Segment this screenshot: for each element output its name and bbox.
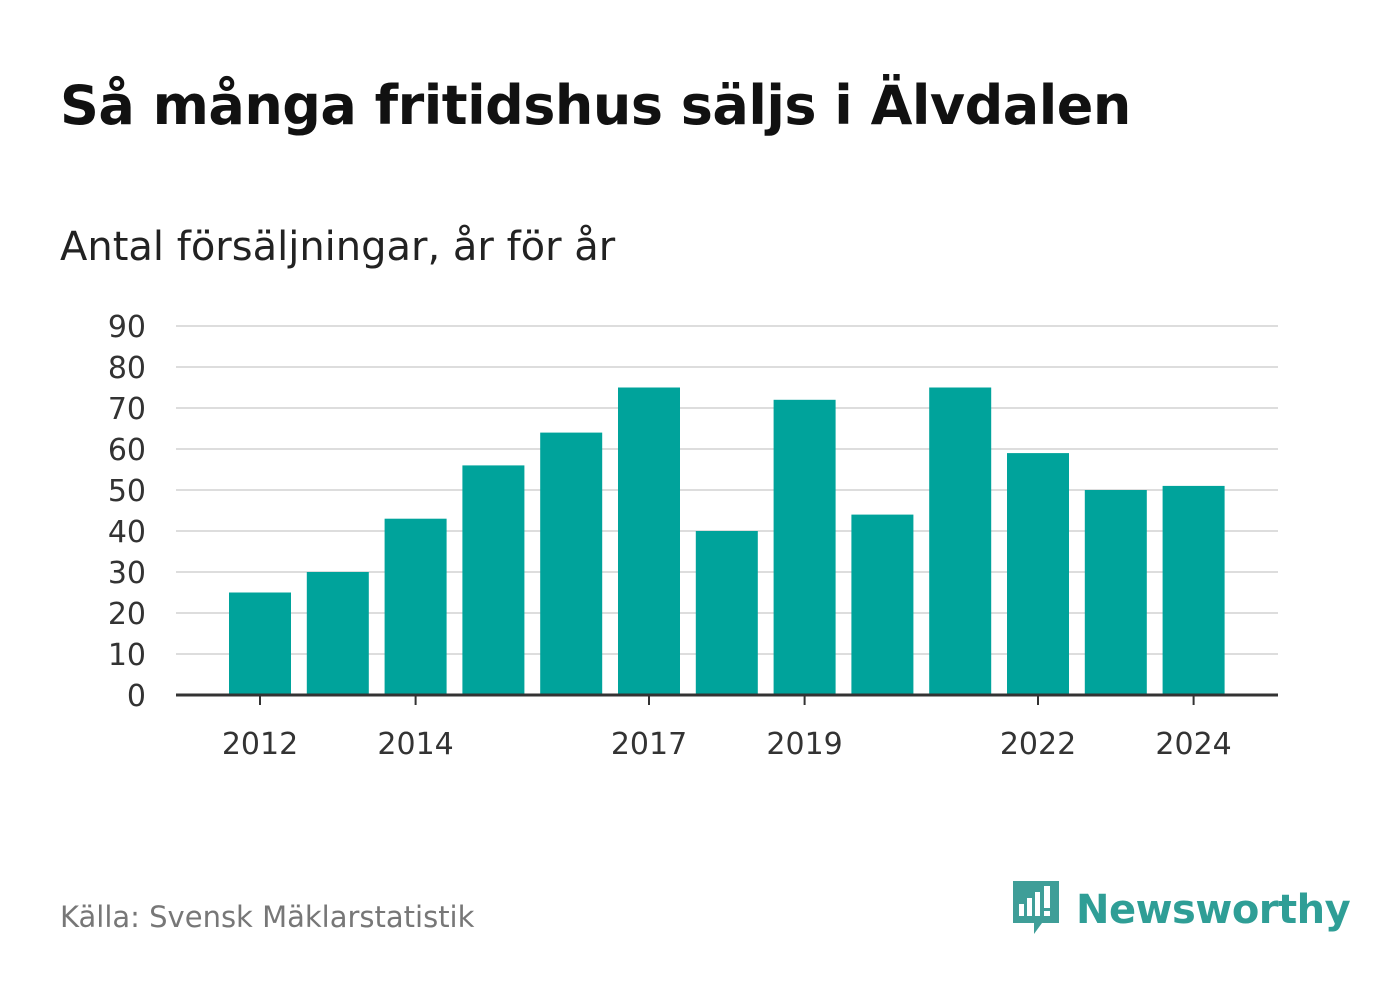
bar-2023 [1084, 490, 1147, 695]
bar-2017 [618, 387, 680, 695]
bars [229, 387, 1225, 695]
bar-2018 [695, 531, 758, 695]
source-note: Källa: Svensk Mäklarstatistik [60, 900, 475, 934]
chart-title: Så många fritidshus säljs i Älvdalen [60, 74, 1131, 137]
x-tick-label: 2017 [611, 727, 687, 762]
newsworthy-logo-icon [1010, 878, 1062, 942]
bar-2014 [384, 518, 447, 695]
bar-2016 [540, 432, 603, 695]
x-tick-label: 2024 [1155, 727, 1231, 762]
y-axis-ticks: 0 10 20 30 40 50 60 70 80 90 [108, 310, 146, 714]
y-tick-label: 20 [108, 597, 146, 632]
chart-subtitle: Antal försäljningar, år för år [60, 224, 616, 270]
bar-2024 [1162, 485, 1225, 695]
y-tick-label: 50 [108, 474, 146, 509]
bar-2020 [851, 514, 914, 695]
bar-2012 [229, 592, 291, 695]
bar-2022 [1007, 453, 1069, 695]
y-tick-label: 10 [108, 638, 146, 673]
y-tick-label: 90 [108, 310, 146, 345]
brand-logo: Newsworthy [1010, 878, 1351, 942]
x-tick-label: 2014 [377, 727, 453, 762]
y-tick-label: 30 [108, 556, 146, 591]
x-tick-label: 2019 [766, 727, 842, 762]
y-tick-label: 60 [108, 433, 146, 468]
bar-2019 [773, 399, 836, 695]
y-tick-label: 70 [108, 392, 146, 427]
bar-2013 [306, 572, 369, 695]
y-tick-label: 0 [127, 679, 146, 714]
x-tick-label: 2022 [1000, 727, 1076, 762]
y-tick-label: 80 [108, 351, 146, 386]
y-tick-label: 40 [108, 515, 146, 550]
brand-name: Newsworthy [1076, 887, 1351, 933]
x-tick-label: 2012 [222, 727, 298, 762]
bar-2021 [929, 387, 992, 695]
bar-2015 [462, 465, 525, 695]
x-axis: 2012 2014 2017 2019 2022 2024 [176, 693, 1278, 762]
